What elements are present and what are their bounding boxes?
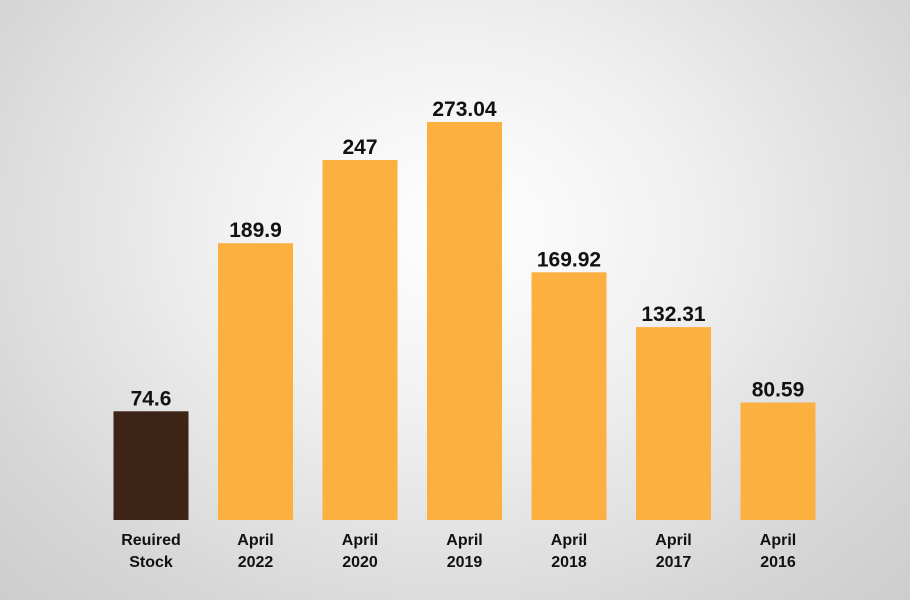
category-label-0-line-0: Reuired bbox=[121, 532, 181, 549]
category-label-6-line-1: 2016 bbox=[760, 554, 796, 571]
data-label-3: 273.04 bbox=[432, 98, 497, 121]
bar-5 bbox=[636, 327, 711, 520]
bar-2 bbox=[322, 160, 398, 520]
bar-1 bbox=[218, 243, 293, 520]
bar-0 bbox=[113, 411, 189, 520]
category-label-1-line-0: April bbox=[237, 532, 273, 549]
category-label-4-line-1: 2018 bbox=[551, 554, 587, 571]
data-label-5: 132.31 bbox=[641, 303, 706, 326]
data-label-0: 74.6 bbox=[131, 387, 172, 410]
bars-group bbox=[113, 122, 816, 520]
data-label-6: 80.59 bbox=[752, 379, 805, 402]
category-label-3-line-1: 2019 bbox=[447, 554, 483, 571]
category-label-4-line-0: April bbox=[551, 532, 587, 549]
category-label-2-line-0: April bbox=[342, 532, 378, 549]
category-label-5-line-1: 2017 bbox=[656, 554, 692, 571]
bar-4 bbox=[531, 272, 607, 520]
category-label-1-line-1: 2022 bbox=[238, 554, 274, 571]
category-label-3-line-0: April bbox=[446, 532, 482, 549]
category-label-6-line-0: April bbox=[760, 532, 796, 549]
value-labels-group: 74.6 189.9 247 273.04 169.92 132.31 80.59 bbox=[131, 98, 805, 410]
data-label-2: 247 bbox=[342, 136, 377, 159]
data-label-1: 189.9 bbox=[229, 219, 282, 242]
category-label-5-line-0: April bbox=[655, 532, 691, 549]
category-label-2-line-1: 2020 bbox=[342, 554, 378, 571]
bar-3 bbox=[427, 122, 502, 520]
category-label-0-line-1: Stock bbox=[129, 554, 173, 571]
category-labels-group: Reuired Stock April 2022 April 2020 April 2019 A… bbox=[121, 532, 796, 571]
bar-6 bbox=[740, 402, 816, 520]
data-label-4: 169.92 bbox=[537, 248, 601, 271]
